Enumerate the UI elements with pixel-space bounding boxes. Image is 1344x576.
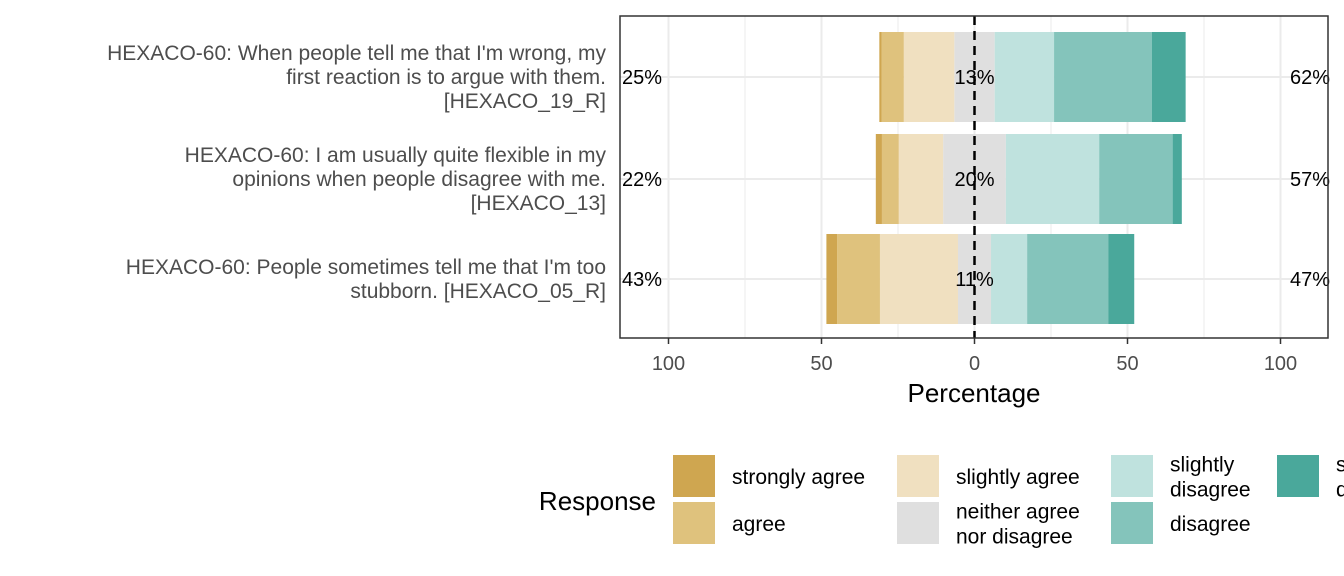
bar-segment (881, 134, 899, 224)
legend-label: neither agree nor disagree (956, 501, 1080, 549)
legend-key (673, 502, 715, 544)
left-percent-label: 43% (622, 269, 662, 291)
x-axis-ticks: 100 50 0 50 100 (652, 338, 1297, 375)
legend-title: Response (539, 486, 656, 516)
bar-segment (1108, 234, 1135, 324)
x-tick-label: 50 (810, 353, 832, 375)
center-percent-label: 11% (955, 269, 994, 291)
legend-label: agree (732, 513, 786, 536)
x-tick-label: 0 (969, 353, 980, 375)
legend-key (1111, 502, 1153, 544)
legend-key (897, 502, 939, 544)
right-percent-label: 62% (1290, 67, 1330, 89)
bar-segment (903, 32, 955, 122)
x-tick-label: 50 (1116, 353, 1138, 375)
bar-segment (1054, 32, 1152, 122)
center-percent-label: 13% (954, 67, 994, 89)
bar-segment (994, 32, 1055, 122)
legend: Response strongly agree agree slightly agr… (539, 454, 1344, 549)
category-label: HEXACO-60: People sometimes tell me that… (126, 256, 606, 303)
legend-key (897, 455, 939, 497)
category-label: HEXACO-60: I am usually quite flexible i… (185, 144, 607, 215)
percent-labels: 25% 13% 62% 22% 20% 57% 43% 11% 47% (622, 67, 1330, 291)
bar-segment (879, 32, 882, 122)
bar-segment (826, 234, 838, 324)
bar-segment (1027, 234, 1109, 324)
left-percent-label: 22% (622, 169, 662, 191)
bar-segment (943, 134, 1006, 224)
bar-segment (875, 134, 882, 224)
bar-segment (991, 234, 1028, 324)
legend-label: strongly agree (732, 466, 865, 489)
bar-segment (1005, 134, 1100, 224)
x-axis-title: Percentage (908, 378, 1041, 408)
center-percent-label: 20% (954, 169, 994, 191)
bar-segment (898, 134, 944, 224)
bar-segment (879, 234, 958, 324)
bar-segment (881, 32, 904, 122)
legend-key (673, 455, 715, 497)
legend-key (1111, 455, 1153, 497)
bars (826, 32, 1186, 324)
legend-label: stronglydisagree (1336, 454, 1344, 502)
right-percent-label: 57% (1290, 169, 1330, 191)
x-tick-label: 100 (652, 353, 685, 375)
legend-key (1277, 455, 1319, 497)
category-labels: HEXACO-60: When people tell me that I'm … (107, 42, 606, 303)
bar-segment (1172, 134, 1182, 224)
legend-label: disagree (1170, 513, 1251, 536)
x-tick-label: 100 (1264, 353, 1297, 375)
right-percent-label: 47% (1290, 269, 1330, 291)
left-percent-label: 25% (622, 67, 662, 89)
bar-segment (1099, 134, 1173, 224)
legend-label: slightly disagree (1170, 454, 1251, 502)
category-label: HEXACO-60: When people tell me that I'm … (107, 42, 606, 113)
bar-segment (837, 234, 880, 324)
bar-segment (1151, 32, 1186, 122)
legend-label: slightly agree (956, 466, 1080, 489)
